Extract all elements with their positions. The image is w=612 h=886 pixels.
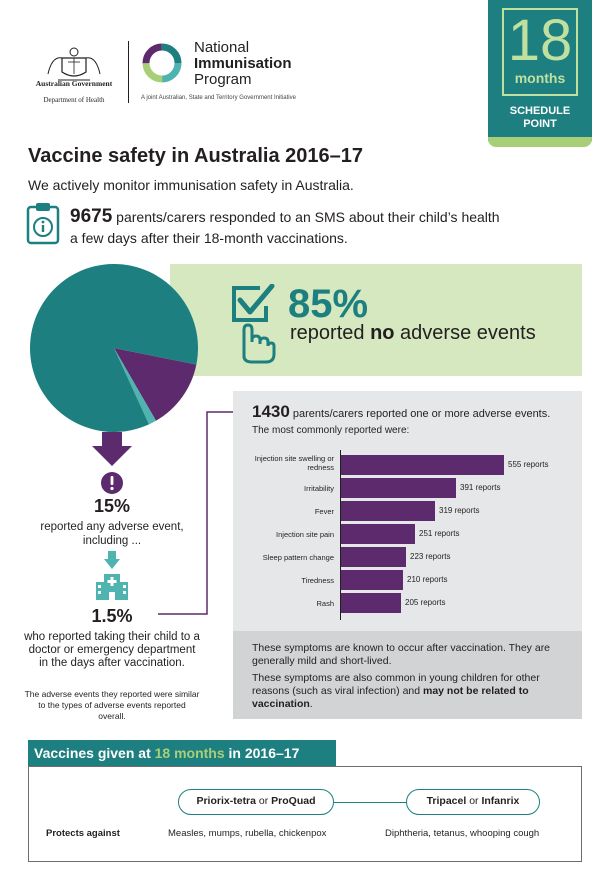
note2-post: .	[309, 698, 313, 710]
vaccine-or: or	[466, 795, 482, 807]
bar-injection-site-swelling-or-redness	[341, 455, 504, 475]
vaccine-or: or	[256, 795, 272, 807]
no-adverse-text-pre: reported	[290, 322, 371, 344]
page-title: Vaccine safety in Australia 2016–17	[28, 145, 364, 167]
no-adverse-percent: 85%	[288, 282, 369, 326]
pie-slice-any-adverse	[114, 348, 197, 421]
bar-sleep-pattern-change	[341, 547, 406, 567]
pie-slice-doctor-visit	[114, 348, 156, 425]
vaccine-name-proquad: ProQuad	[271, 795, 316, 807]
program-name-line1: National	[194, 39, 250, 56]
bar-category-label: Tiredness	[301, 576, 334, 585]
clipboard-info-icon	[26, 203, 60, 245]
program-tagline: A joint Australian, State and Territory …	[141, 95, 296, 101]
intro-text: We actively monitor immunisation safety …	[28, 177, 354, 193]
reports-note-other-causes: These symptoms are also common in young …	[252, 672, 572, 711]
bar-category-label: Injection site swelling or redness	[254, 454, 334, 472]
bar-category-label: Sleep pattern change	[262, 553, 334, 562]
reports-count-text: parents/carers reported one or more adve…	[289, 408, 551, 420]
any-adverse-percent: 15%	[93, 496, 131, 516]
vaccine-name-priorix: Priorix-tetra	[196, 795, 256, 807]
reports-notes-panel	[233, 631, 582, 719]
bar-value-label: 391 reports	[460, 483, 501, 492]
schedule-age-unit: months	[514, 70, 566, 86]
no-adverse-text: reported no adverse events	[290, 322, 536, 345]
bar-tiredness	[341, 570, 403, 590]
schedule-badge-accent	[488, 137, 592, 147]
reports-count: 1430	[252, 402, 290, 421]
note2-bold: may not be related to vaccination	[252, 685, 529, 710]
respondents-line2: a few days after their 18-month vaccinat…	[70, 230, 348, 246]
bar-category-label: Irritability	[303, 484, 334, 493]
bar-injection-site-pain	[341, 524, 415, 544]
schedule-point-label: SCHEDULE POINT	[488, 105, 592, 131]
medical-visit-text: who reported taking their child to a doc…	[24, 631, 200, 669]
program-name-line2: Immunisation	[194, 55, 292, 72]
no-adverse-text-bold: no	[370, 322, 395, 344]
arrow-down-icon	[92, 432, 132, 466]
header-divider	[128, 41, 129, 103]
bar-value-label: 205 reports	[405, 598, 446, 607]
vaccines-box	[28, 766, 582, 862]
note2-pre: These symptoms are also common in young …	[252, 672, 540, 697]
hospital-icon	[96, 574, 128, 600]
vaccines-header-post: in 2016–17	[224, 745, 300, 761]
checkbox-tap-icon	[232, 284, 276, 364]
pie-slice-no-adverse	[30, 264, 199, 432]
medical-visit-percent: 1.5%	[91, 606, 133, 626]
vaccines-header-highlight: 18 months	[154, 745, 225, 761]
bar-irritability	[341, 478, 456, 498]
vaccines-section-header: Vaccines given at 18 months in 2016–17	[28, 740, 336, 766]
bar-fever	[341, 501, 435, 521]
reports-count-line: 1430 parents/carers reported one or more…	[252, 402, 550, 422]
schedule-badge	[488, 0, 592, 141]
schedule-point-line2: POINT	[523, 118, 557, 130]
vaccine-pill-mmrv: Priorix-tetra or ProQuad	[178, 789, 334, 815]
bar-chart-axis	[340, 450, 341, 620]
respondents-text: parents/carers responded to an SMS about…	[112, 209, 500, 225]
reports-note-mild: These symptoms are known to occur after …	[252, 642, 551, 667]
bar-value-label: 223 reports	[410, 552, 451, 561]
bar-value-label: 319 reports	[439, 506, 480, 515]
exclamation-icon	[101, 472, 123, 494]
protects-against-dtpa: Diphtheria, tetanus, whooping cough	[385, 828, 540, 839]
vaccine-name-tripacel: Tripacel	[426, 795, 467, 807]
adverse-events-pie-chart	[30, 264, 199, 432]
bar-value-label: 251 reports	[419, 529, 460, 538]
bar-value-label: 555 reports	[508, 460, 549, 469]
government-name: Australian Government	[35, 79, 113, 88]
any-adverse-text: reported any adverse event, including ..…	[40, 521, 184, 547]
coat-of-arms-icon	[47, 47, 101, 81]
schedule-point-line1: SCHEDULE	[509, 105, 571, 117]
bar-category-label: Injection site pain	[276, 530, 334, 539]
bar-value-label: 210 reports	[407, 575, 448, 584]
vaccines-header-pre: Vaccines given at	[34, 745, 155, 761]
department-name: Department of Health	[43, 96, 105, 104]
bar-category-label: Rash	[316, 599, 334, 608]
respondents-line1: 9675 parents/carers responded to an SMS …	[70, 206, 500, 228]
schedule-badge-frame	[502, 8, 578, 96]
program-name-line3: Program	[194, 71, 252, 88]
protects-against-mmrv: Measles, mumps, rubella, chickenpox	[168, 828, 327, 839]
protects-against-label: Protects against	[46, 828, 120, 839]
reports-subtitle: The most commonly reported were:	[252, 425, 410, 436]
schedule-age-number: 18	[507, 8, 573, 73]
vaccine-name-infanrix: Infanrix	[481, 795, 520, 807]
respondents-count: 9675	[70, 206, 113, 227]
small-arrow-down-icon	[104, 551, 120, 569]
bar-category-label: Fever	[314, 507, 334, 516]
medical-visit-note: The adverse events they reported were si…	[24, 689, 200, 721]
vaccines-connector-line	[334, 802, 406, 803]
vaccine-pill-dtpa: Tripacel or Infanrix	[406, 789, 540, 815]
bar-rash	[341, 593, 401, 613]
immunisation-program-logo-icon	[142, 43, 182, 83]
no-adverse-text-post: adverse events	[394, 322, 536, 344]
